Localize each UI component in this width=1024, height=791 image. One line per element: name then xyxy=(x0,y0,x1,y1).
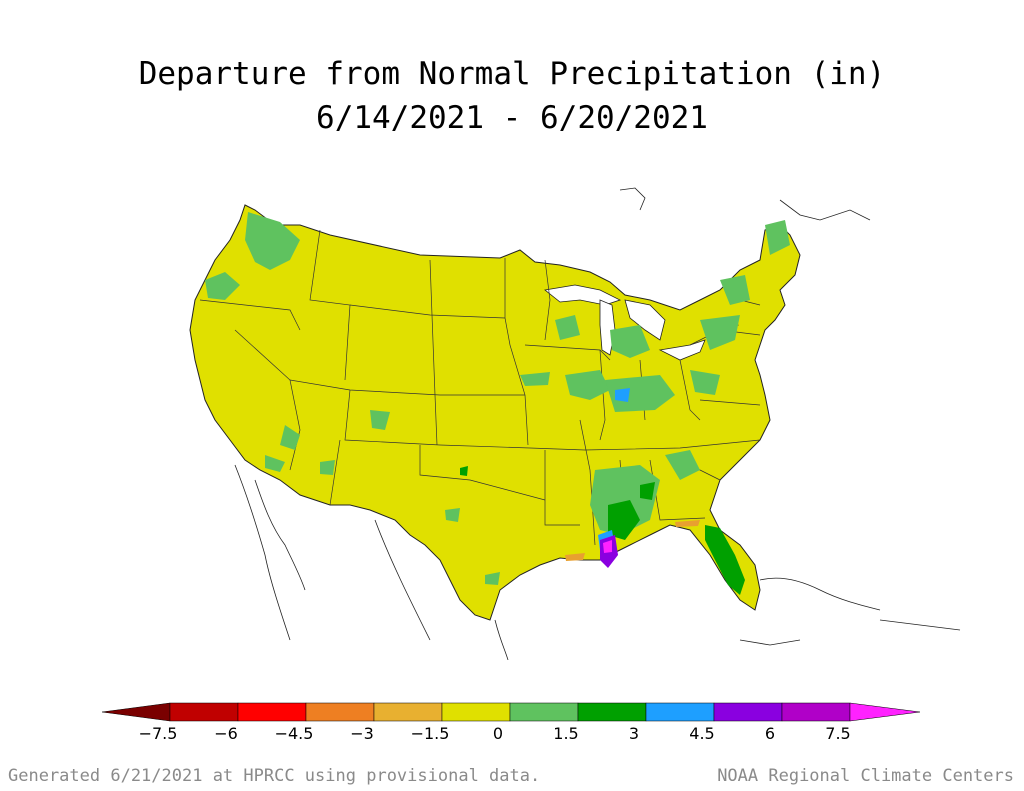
legend-swatch xyxy=(441,702,511,722)
legend-tick-label: 4.5 xyxy=(689,724,714,743)
below-normal-orange xyxy=(565,520,700,561)
legend-tick-label: −3 xyxy=(350,724,374,743)
legend-tick-label: −1.5 xyxy=(411,724,450,743)
legend-arrow-low xyxy=(101,702,171,722)
legend-arrow-high xyxy=(849,702,921,722)
above-normal-dark-green xyxy=(460,466,745,595)
legend-swatch xyxy=(373,702,443,722)
legend-swatch xyxy=(645,702,715,722)
legend-swatch xyxy=(169,702,239,722)
generated-note: Generated 6/21/2021 at HPRCC using provi… xyxy=(8,766,541,786)
legend-tick-label: 6 xyxy=(765,724,775,743)
legend-tick-label: 7.5 xyxy=(825,724,850,743)
legend-swatch xyxy=(781,702,851,722)
map-title: Departure from Normal Precipitation (in) xyxy=(138,56,886,92)
neighbor-outlines xyxy=(234,187,961,660)
legend-swatch xyxy=(237,702,307,722)
source-credit: NOAA Regional Climate Centers xyxy=(717,766,1014,786)
color-legend: −7.5 −6 −4.5 −3 −1.5 0 1.5 3 4.5 6 7.5 xyxy=(101,702,921,743)
legend-tick-label: 3 xyxy=(629,724,639,743)
precipitation-map xyxy=(189,187,961,660)
legend-swatch xyxy=(305,702,375,722)
legend-swatch xyxy=(577,702,647,722)
legend-swatch xyxy=(509,702,579,722)
legend-swatch xyxy=(713,702,783,722)
legend-tick-label: −6 xyxy=(214,724,238,743)
above-normal-light-green xyxy=(205,212,790,585)
legend-tick-label: −4.5 xyxy=(275,724,314,743)
legend-tick-label: 1.5 xyxy=(553,724,578,743)
legend-tick-label: 0 xyxy=(493,724,503,743)
legend-tick-label: −7.5 xyxy=(139,724,178,743)
date-range: 6/14/2021 - 6/20/2021 xyxy=(316,100,708,136)
conus-outline xyxy=(189,204,801,621)
above-normal-magenta xyxy=(603,540,612,553)
